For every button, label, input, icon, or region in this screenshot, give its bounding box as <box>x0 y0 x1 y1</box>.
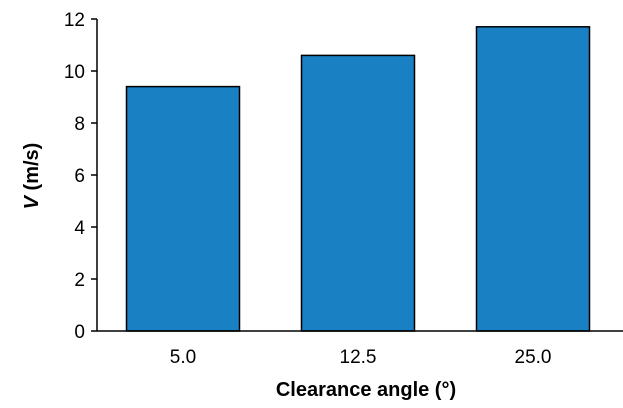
y-tick-label-2: 2 <box>74 270 85 291</box>
y-axis-unit: (m/s) <box>21 143 43 196</box>
x-tick-label-12.5: 12.5 <box>340 347 377 368</box>
x-axis-title: Clearance angle (°) <box>276 379 456 401</box>
bars-layer <box>125 26 591 332</box>
ticks-layer: 5.0 12.5 25.0 0 2 4 6 8 10 12 <box>64 10 552 368</box>
bar-12.5 <box>300 54 416 332</box>
y-tick-label-8: 8 <box>74 114 85 135</box>
y-tick-label-0: 0 <box>74 322 85 343</box>
y-tick-label-4: 4 <box>74 218 85 239</box>
bar-5.0 <box>125 85 241 332</box>
x-tick-label-5.0: 5.0 <box>170 347 196 368</box>
y-tick-label-6: 6 <box>74 166 85 187</box>
bar-25.0 <box>475 26 591 332</box>
x-tick-label-25.0: 25.0 <box>515 347 552 368</box>
axes-layer <box>91 18 623 332</box>
y-tick-label-12: 12 <box>64 10 85 31</box>
y-tick-label-10: 10 <box>64 62 85 83</box>
y-axis-variable: V <box>21 194 43 209</box>
y-axis-title: V (m/s) <box>21 143 43 210</box>
